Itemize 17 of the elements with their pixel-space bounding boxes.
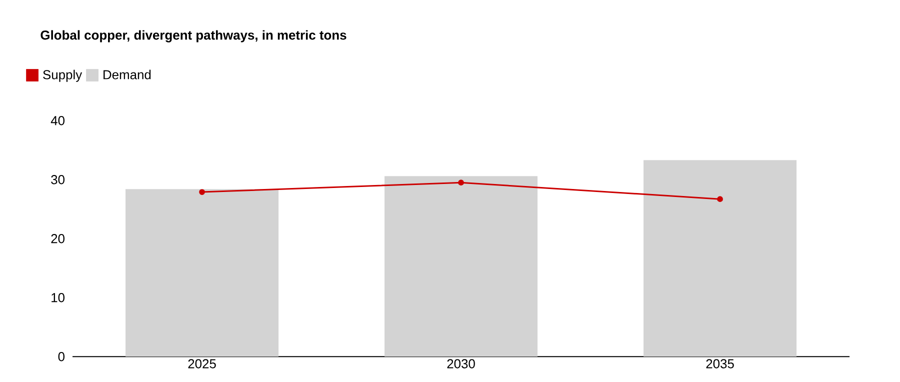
y-tick-label: 40 — [50, 116, 65, 126]
chart-title: Global copper, divergent pathways, in metric tons — [40, 30, 346, 42]
bar — [384, 176, 538, 357]
bar — [126, 189, 279, 357]
bar — [644, 160, 797, 357]
y-tick-label: 20 — [51, 234, 65, 244]
point — [199, 189, 205, 195]
point — [458, 180, 464, 186]
y-tick-label: 10 — [52, 293, 65, 302]
x-tick-label: 2025 — [188, 359, 216, 368]
legend-label: Demand — [104, 70, 151, 80]
point — [717, 196, 723, 202]
x-tick-label: 2030 — [447, 359, 475, 368]
y-tick-label: 30 — [51, 175, 65, 184]
legend-label: Supply — [43, 70, 82, 82]
y-tick-label: 0 — [58, 352, 65, 362]
x-tick-label: 2035 — [706, 359, 734, 368]
